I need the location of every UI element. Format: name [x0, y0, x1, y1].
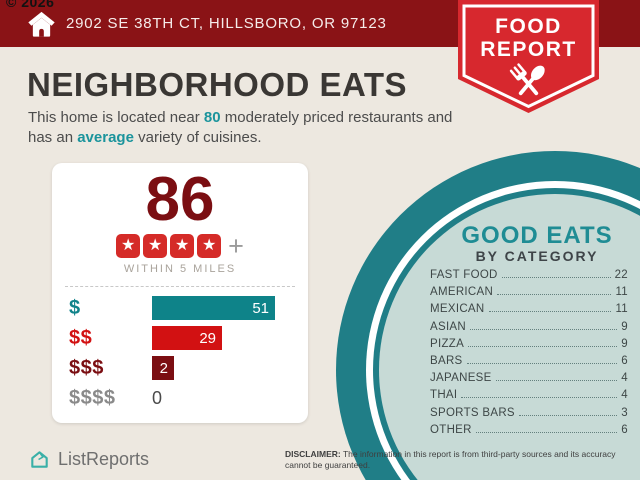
- category-name: FAST FOOD: [430, 269, 498, 281]
- bar-area: 2: [152, 356, 308, 380]
- price-tier-label: $$$: [69, 356, 104, 379]
- star-icon: ★: [197, 234, 222, 258]
- intro-pre: This home is located near: [28, 109, 204, 126]
- home-icon: [28, 11, 55, 37]
- price-tier-row: $$$$ 0: [52, 386, 308, 410]
- radius-label: WITHIN 5 MILES: [123, 263, 237, 275]
- disclaimer-label: DISCLAIMER:: [285, 449, 341, 459]
- category-row: MEXICAN 11: [430, 303, 628, 320]
- badge-line1: FOOD: [495, 15, 562, 38]
- dot-leader: [470, 328, 618, 330]
- intro-mid: moderately priced restaurants and has an: [28, 109, 453, 147]
- intro-post: variety of cuisines.: [133, 129, 262, 147]
- intro-text: This home is located near 80 moderately …: [28, 108, 473, 149]
- dot-leader: [466, 362, 618, 364]
- dot-leader: [488, 311, 612, 313]
- category-count: 4: [621, 372, 628, 385]
- restaurant-score: 86: [145, 165, 215, 234]
- dot-leader: [475, 431, 618, 433]
- category-name: THAI: [430, 389, 458, 402]
- category-row: PIZZA 9: [430, 338, 628, 355]
- dot-leader: [501, 277, 611, 278]
- category-row: JAPANESE 4: [430, 372, 628, 389]
- dot-leader: [468, 345, 618, 347]
- good-eats-subtitle: BY CATEGORY: [475, 248, 599, 264]
- category-name: ASIAN: [430, 320, 467, 333]
- category-name: MEXICAN: [430, 303, 485, 316]
- page-title: NEIGHBORHOOD EATS: [27, 66, 408, 103]
- category-count: 9: [621, 320, 628, 333]
- price-tier-row: $$ 29: [52, 326, 308, 350]
- property-address: 2902 SE 38TH CT, HILLSBORO, OR 97123: [66, 15, 387, 32]
- dot-leader: [461, 397, 618, 399]
- category-circle-outer-ring: [336, 151, 640, 480]
- price-tier-row: $$$ 2: [52, 356, 308, 380]
- category-name: PIZZA: [430, 337, 465, 350]
- bar-fill: 51: [152, 296, 275, 320]
- star-icon: ★: [143, 234, 168, 258]
- bar-area: 29: [152, 326, 308, 350]
- dot-leader: [495, 380, 618, 382]
- price-bar-chart: $51 $$ 29 $$$ 2 $$$$ 0: [52, 296, 308, 410]
- listreports-house-icon: [31, 451, 48, 468]
- brand-name: ListReports: [58, 449, 150, 469]
- category-row: FAST FOOD 22: [430, 269, 628, 286]
- category-row: OTHER 6: [430, 424, 628, 441]
- dot-leader: [518, 414, 618, 416]
- star-icon: ★: [116, 234, 141, 258]
- category-count: 3: [621, 406, 628, 419]
- category-row: BARS 6: [430, 355, 628, 372]
- price-tier-label: $$: [69, 326, 93, 349]
- dashed-divider: [65, 286, 295, 287]
- category-list: FAST FOOD 22 AMERICAN 11 MEXICAN 11 ASIAN 9 PIZZ…: [430, 269, 628, 441]
- plus-sign: +: [228, 231, 244, 261]
- category-count: 6: [621, 423, 628, 436]
- listreports-logo: ListReports: [28, 448, 149, 471]
- bar-area: 51: [152, 296, 308, 320]
- star-rating: ★ ★ ★ ★ +: [52, 231, 308, 261]
- category-name: JAPANESE: [430, 372, 492, 385]
- price-tier-label: $$$$: [69, 386, 116, 409]
- disclaimer-text: The information in this report is from t…: [285, 449, 616, 471]
- category-name: SPORTS BARS: [430, 406, 515, 419]
- price-tier-row: $51: [52, 296, 308, 320]
- star-icon: ★: [170, 234, 195, 258]
- restaurant-count: 80: [203, 109, 221, 126]
- category-name: BARS: [430, 354, 463, 367]
- category-count: 11: [615, 286, 628, 299]
- bar-fill: 29: [152, 326, 222, 350]
- variety-highlight: average: [77, 129, 134, 147]
- bar-fill: 2: [152, 356, 174, 380]
- category-row: ASIAN 9: [430, 321, 628, 338]
- bar-area: 0: [152, 386, 308, 410]
- category-row: AMERICAN 11: [430, 286, 628, 303]
- food-report-badge: FOOD REPORT: [458, 0, 599, 113]
- price-tier-label: $: [69, 296, 81, 319]
- category-count: 4: [621, 389, 628, 402]
- category-name: OTHER: [430, 423, 472, 436]
- utensils-icon: [509, 63, 545, 96]
- category-count: 6: [621, 354, 628, 367]
- badge-line2: REPORT: [480, 38, 577, 61]
- category-count: 11: [615, 303, 628, 316]
- category-row: THAI 4: [430, 389, 628, 406]
- disclaimer: DISCLAIMER: The information in this repo…: [285, 449, 617, 472]
- category-name: AMERICAN: [430, 286, 494, 299]
- category-count: 9: [621, 337, 628, 350]
- category-count: 22: [614, 269, 628, 281]
- category-row: SPORTS BARS 3: [430, 407, 628, 424]
- copyright-text: © 2026: [6, 0, 55, 10]
- dot-leader: [497, 294, 612, 296]
- bar-zero-value: 0: [152, 388, 163, 408]
- score-card: 86 ★ ★ ★ ★ + WITHIN 5 MILES $51 $$ 29 $$$ 2 $$$$ 0: [52, 163, 308, 423]
- good-eats-title: GOOD EATS: [461, 222, 613, 249]
